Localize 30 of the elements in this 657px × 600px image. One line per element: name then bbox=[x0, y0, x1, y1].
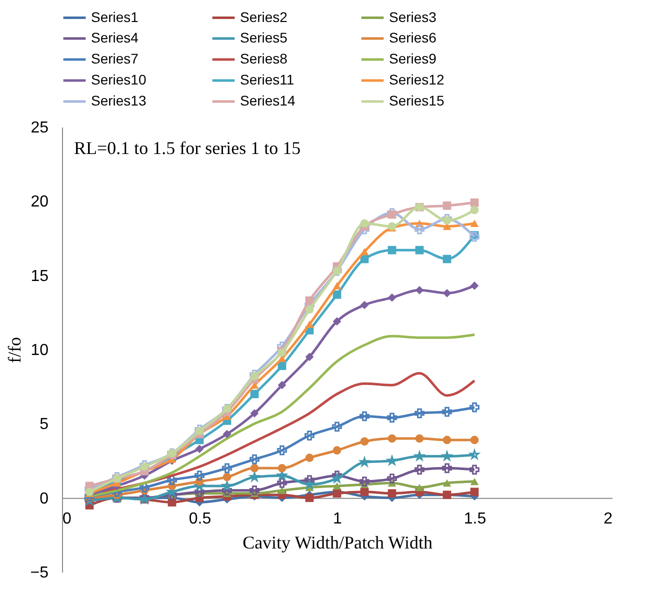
legend-label: Series8 bbox=[240, 50, 288, 66]
legend-label: Series12 bbox=[389, 72, 444, 88]
y-tick-label: −5 bbox=[30, 564, 49, 582]
legend-label: Series14 bbox=[240, 92, 296, 108]
x-tick-label: 1.5 bbox=[464, 510, 486, 528]
x-tick-label: 1 bbox=[333, 510, 342, 528]
annotation: RL=0.1 to 1.5 for series 1 to 15 bbox=[74, 138, 301, 158]
x-tick-label: 0 bbox=[62, 510, 72, 528]
legend-label: Series5 bbox=[240, 30, 288, 46]
legend-label: Series7 bbox=[91, 50, 139, 66]
legend-label: Series13 bbox=[91, 92, 146, 108]
x-axis-title: Cavity Width/Patch Width bbox=[242, 532, 432, 552]
legend-label: Series10 bbox=[91, 72, 146, 88]
y-tick-label: 25 bbox=[30, 120, 49, 136]
y-tick-label: 5 bbox=[40, 416, 49, 434]
y-tick-label: 10 bbox=[30, 342, 49, 359]
x-tick-label: 0.5 bbox=[188, 510, 212, 528]
legend-label: Series6 bbox=[389, 30, 437, 46]
y-axis-title: f/fo bbox=[4, 337, 24, 363]
legend-label: Series3 bbox=[389, 8, 437, 25]
legend-label: Series1 bbox=[91, 8, 139, 25]
legend-label: Series9 bbox=[389, 50, 437, 66]
x-tick-label: 2 bbox=[604, 510, 613, 528]
legend-label: Series4 bbox=[91, 30, 139, 46]
y-tick-label: 15 bbox=[30, 268, 49, 285]
legend-label: Series2 bbox=[240, 8, 288, 25]
legend-label: Series15 bbox=[389, 92, 444, 108]
y-tick-label: 0 bbox=[40, 490, 49, 508]
legend-label: Series11 bbox=[240, 72, 294, 88]
y-tick-label: 20 bbox=[30, 194, 49, 211]
